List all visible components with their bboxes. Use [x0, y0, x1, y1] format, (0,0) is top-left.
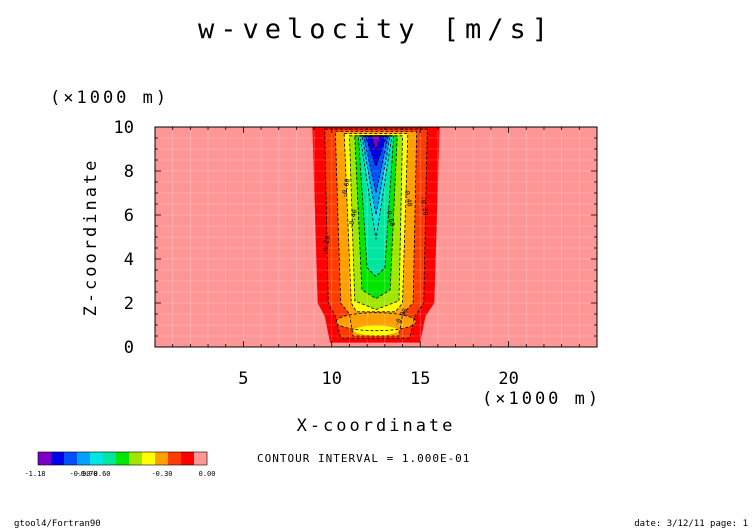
x-tick-label: 10: [322, 369, 342, 389]
y-tick-label: 8: [124, 162, 134, 182]
colorbar-swatch: [77, 452, 91, 465]
y-unit-label: (×1000 m): [50, 88, 169, 108]
colorbar-swatch: [38, 452, 52, 465]
contour-line: [335, 312, 417, 332]
contour-fill-level: [365, 135, 387, 167]
colorbar: [37, 451, 208, 466]
contour-fill-level: [336, 312, 416, 331]
contour-line: [371, 135, 381, 153]
colorbar-swatch: [181, 452, 195, 465]
contour-value-label: -0.60: [340, 178, 352, 199]
contour-line: [364, 135, 388, 168]
colorbar-swatch: [90, 452, 104, 465]
x-unit-label: (×1000 m): [482, 389, 601, 409]
x-axis-label: X-coordinate: [297, 416, 456, 436]
colorbar-labels: -1.18 -0.90-0.70-0.60 -0.30 0.00: [24, 470, 215, 478]
x-tick-label: 20: [498, 369, 518, 389]
colorbar-label: -0.60: [89, 470, 110, 478]
colorbar-label: -0.90: [69, 470, 90, 478]
colorbar-label: -1.18: [24, 470, 45, 478]
y-tick-label: 6: [124, 206, 134, 226]
chart-title: w-velocity [m/s]: [198, 14, 554, 45]
colorbar-label: -0.70: [76, 470, 97, 478]
colorbar-swatch: [168, 452, 182, 465]
x-tick-label: 15: [410, 369, 430, 389]
colorbar-swatch: [116, 452, 130, 465]
contour-fill-level: [371, 135, 381, 152]
colorbar-label: 0.00: [199, 470, 216, 478]
colorbar-swatch: [194, 452, 208, 465]
x-tick-label: 5: [238, 369, 248, 389]
colorbar-label: -0.30: [151, 470, 172, 478]
contour-fills: [312, 127, 440, 343]
contour-line: [324, 128, 428, 339]
contour-value-label: -0.20: [321, 235, 332, 256]
colorbar-swatch: [129, 452, 143, 465]
colorbar-swatch: [103, 452, 117, 465]
colorbar-swatch: [51, 452, 65, 465]
contour-interval-label: CONTOUR INTERVAL = 1.000E-01: [257, 452, 470, 465]
contour-line: [334, 130, 418, 337]
contour-value-label: -0.20: [418, 196, 429, 217]
colorbar-swatch: [142, 452, 156, 465]
colorbar-swatch: [155, 452, 169, 465]
y-tick-label: 10: [114, 118, 134, 138]
plot-area: -0.60-0.40-0.20-0.20-0.40-0.60-0.90: [154, 126, 598, 348]
y-tick-label: 0: [124, 338, 134, 358]
contour-value-label: -0.60: [384, 206, 396, 227]
y-tick-labels: 0 2 4 6 8 10: [114, 118, 134, 358]
contour-lines: -0.60-0.40-0.20-0.20-0.40-0.60-0.90: [321, 128, 430, 339]
contour-value-label: -0.40: [402, 187, 414, 208]
footer-date: date: 3/12/11 page: 1: [634, 519, 748, 529]
axis-ticks: [154, 126, 598, 348]
grid-lines: [155, 127, 597, 347]
y-axis-label: Z-coordinate: [81, 158, 101, 317]
x-tick-labels: 5 10 15 20: [238, 369, 519, 389]
y-tick-label: 4: [124, 250, 134, 270]
contour-line: [349, 135, 403, 311]
footer-program: gtool4/Fortran90: [14, 519, 101, 529]
colorbar-swatch: [64, 452, 78, 465]
y-tick-label: 2: [124, 294, 134, 314]
contour-value-label: -0.40: [347, 209, 359, 230]
colorbar-frame: [37, 451, 208, 466]
